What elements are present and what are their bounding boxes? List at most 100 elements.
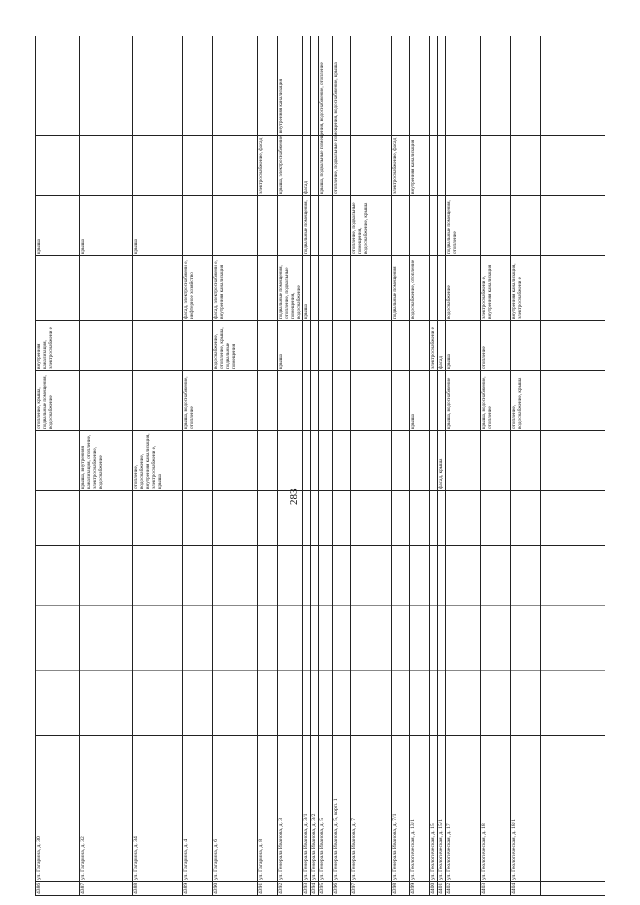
- address-cell: ул. Геологическая, д. 15: [430, 823, 436, 880]
- rotated-table: 4386 ул. Гагарина, д. 30 отопление, крыша,…: [35, 36, 605, 896]
- row-number-cell: 4399: [410, 882, 416, 894]
- works-cell: [318, 371, 332, 431]
- works-cell: [132, 321, 182, 371]
- row-rule: [540, 36, 541, 896]
- table-row: 4389 ул. Гагарина, д. 4 крыша, водоснабжен…: [182, 36, 212, 896]
- works-cell: подвальные помещения, отопление, подваль…: [278, 265, 302, 319]
- works-cell: [318, 256, 332, 321]
- works-cell: [132, 36, 182, 196]
- works-cell: [429, 431, 437, 491]
- works-cell: [350, 431, 391, 491]
- works-cell: крыша: [80, 239, 86, 254]
- works-cell: [510, 321, 540, 371]
- address-cell: ул. Гагарина, д. 34: [133, 836, 139, 880]
- works-cell: [332, 431, 350, 491]
- works-cell: [480, 36, 510, 196]
- row-number-cell: 4396: [333, 882, 339, 894]
- table-row: 4394 ул. Генерала Иванова, д. 3/2: [310, 36, 318, 896]
- works-cell: [310, 321, 318, 371]
- row-number-cell: 4402: [446, 882, 452, 894]
- works-cell: внутренняя канализация: [410, 139, 416, 194]
- works-cell: [318, 196, 332, 256]
- works-cell: [391, 321, 409, 371]
- works-cell: [391, 196, 409, 256]
- works-cell: [257, 371, 277, 431]
- works-cell: [277, 371, 302, 431]
- row-number-cell: 4401: [438, 882, 444, 894]
- works-cell: [257, 431, 277, 491]
- address-cell: ул. Геологическая, д. 18: [481, 823, 487, 880]
- works-cell: электроснабжени е, внутренняя канализаци…: [481, 264, 493, 319]
- address-cell: ул. Геологическая, д. 17: [446, 823, 452, 880]
- works-cell: [429, 256, 437, 321]
- works-cell: электроснабжение, фасад: [258, 137, 264, 194]
- works-cell: [350, 36, 391, 196]
- row-number-cell: 4403: [481, 882, 487, 894]
- works-cell: подвальные помещения: [392, 266, 398, 320]
- address-cell: ул. Гагарина, д. 8: [258, 839, 264, 880]
- works-cell: крыша: [446, 354, 452, 369]
- works-cell: крыша, внутренняя канализация, отопление…: [80, 434, 104, 489]
- row-number-cell: 4387: [80, 882, 86, 894]
- row-number-cell: 4395: [319, 882, 325, 894]
- table-row: 4386 ул. Гагарина, д. 30 отопление, крыша,…: [35, 36, 79, 896]
- works-cell: крыша: [303, 304, 309, 319]
- address-cell: ул. Гагарина, д. 32: [80, 836, 86, 880]
- works-cell: отопление: [481, 346, 487, 369]
- address-cell: ул. Генерала Иванова, д. 3/1: [303, 813, 309, 880]
- table-row: 4388 ул. Гагарина, д. 34 отопление, водосн…: [132, 36, 182, 896]
- row-number-cell: 4398: [392, 882, 398, 894]
- works-cell: отопление, подвальные помещения, водосна…: [333, 62, 339, 194]
- works-cell: водоснабжение, отопление: [410, 259, 416, 319]
- works-cell: внутренняя канализация, электроснабжени …: [36, 327, 54, 369]
- works-cell: [510, 431, 540, 491]
- works-cell: [332, 196, 350, 256]
- works-cell: [182, 196, 212, 256]
- works-cell: крыша, электроснабжение, внутренняя кана…: [278, 79, 284, 194]
- works-cell: [409, 196, 429, 256]
- table-row: 4400 ул. Геологическая, д. 15 электроснабж…: [429, 36, 437, 896]
- address-cell: ул. Гагарина, д. 30: [36, 836, 42, 880]
- works-cell: фасад: [303, 181, 309, 194]
- works-cell: [318, 431, 332, 491]
- table-row: 4402 ул. Геологическая, д. 17 крыша, водос…: [445, 36, 480, 896]
- works-cell: крыша: [410, 414, 416, 429]
- works-cell: [437, 256, 445, 321]
- works-cell: [332, 321, 350, 371]
- row-number-cell: 4400: [430, 882, 436, 894]
- works-cell: крыша: [36, 239, 42, 254]
- table-row: 4387 ул. Гагарина, д. 32 крыша, внутренняя…: [79, 36, 132, 896]
- works-cell: [182, 36, 212, 196]
- works-cell: [257, 196, 277, 256]
- works-cell: подвальные помещения, отопление, водосна…: [303, 200, 310, 254]
- works-cell: [391, 431, 409, 491]
- works-cell: [277, 431, 302, 491]
- table-row: 4392 ул. Генерала Иванова, д. 3 крыша подва…: [277, 36, 302, 896]
- address-cell: ул. Генерала Иванова, д. 3/2: [311, 813, 317, 880]
- table-row: 4403 ул. Геологическая, д. 18 крыша, водос…: [480, 36, 510, 896]
- works-cell: фасад: [438, 356, 444, 369]
- table-row: 4404 ул. Геологическая, д. 18/1 отопление,…: [510, 36, 540, 896]
- works-cell: [35, 36, 79, 196]
- row-number-cell: 4386: [36, 882, 42, 894]
- works-cell: [302, 431, 310, 491]
- works-cell: [212, 431, 257, 491]
- address-cell: ул. Гагарина, д. 4: [183, 839, 189, 880]
- row-number-cell: 4390: [213, 882, 219, 894]
- works-cell: электроснабжение, фасад: [392, 137, 398, 194]
- works-cell: [132, 371, 182, 431]
- table-row: 4390 ул. Гагарина, д. 6 водоснабжение, ото…: [212, 36, 257, 896]
- table-row: 4395 ул. Генерала Иванова, д. 5 крыша, под…: [318, 36, 332, 896]
- works-cell: крыша, водоснабжение, отопление: [481, 376, 493, 429]
- works-cell: [429, 36, 437, 196]
- address-cell: ул. Генерала Иванова, д. 5, корп. 1: [333, 798, 339, 881]
- works-cell: фасад, электроснабжени е, инфтерное хозя…: [183, 260, 195, 319]
- row-number-cell: 4404: [511, 882, 517, 894]
- works-cell: [79, 36, 132, 196]
- works-cell: крыша, подвальные помещения, водоснабжен…: [319, 62, 325, 194]
- works-cell: [318, 321, 332, 371]
- works-cell: водоснабжение: [446, 285, 452, 319]
- works-cell: [310, 196, 318, 256]
- works-cell: [310, 256, 318, 321]
- works-cell: отопление, водоснабжение, крыша: [511, 377, 523, 429]
